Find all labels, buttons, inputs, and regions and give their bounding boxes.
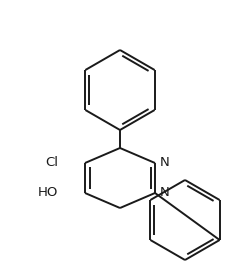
Text: HO: HO <box>38 186 58 200</box>
Text: Cl: Cl <box>45 156 58 169</box>
Text: N: N <box>160 156 170 169</box>
Text: N: N <box>160 186 170 200</box>
